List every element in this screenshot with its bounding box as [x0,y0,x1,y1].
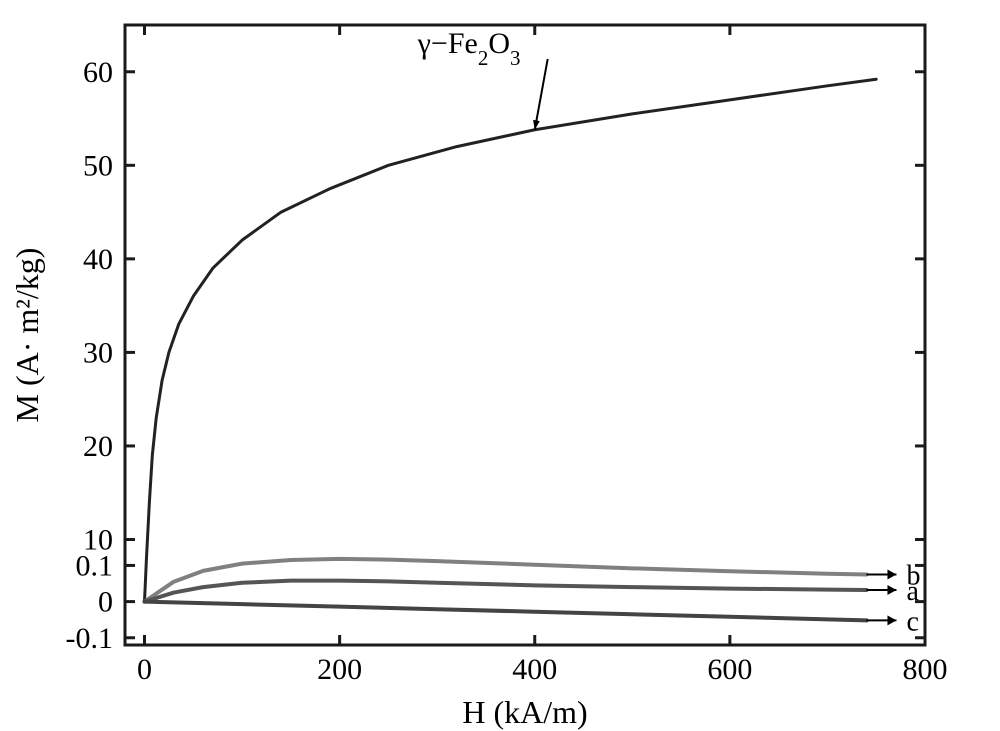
svg-text:600: 600 [707,653,752,686]
svg-text:400: 400 [512,653,557,686]
svg-text:a: a [906,576,919,607]
svg-text:30: 30 [83,336,113,369]
svg-text:800: 800 [903,653,948,686]
magnetization-chart: 0200400600800-0.100.1102030405060H (kA/m… [0,0,1000,731]
svg-text:10: 10 [83,523,113,556]
chart-svg: 0200400600800-0.100.1102030405060H (kA/m… [0,0,1000,731]
svg-text:20: 20 [83,430,113,463]
svg-text:50: 50 [83,149,113,182]
svg-text:0: 0 [137,653,152,686]
svg-text:60: 60 [83,56,113,89]
svg-text:c: c [906,606,918,637]
svg-text:M (A· m²/kg): M (A· m²/kg) [9,248,45,423]
svg-text:40: 40 [83,243,113,276]
svg-text:H (kA/m): H (kA/m) [462,694,587,730]
svg-text:200: 200 [317,653,362,686]
svg-text:0: 0 [98,586,113,619]
svg-text:-0.1: -0.1 [66,622,114,655]
